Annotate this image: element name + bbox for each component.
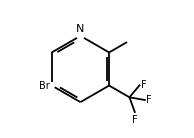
Text: F: F bbox=[141, 80, 146, 90]
Text: F: F bbox=[132, 115, 138, 124]
Text: Br: Br bbox=[39, 81, 50, 91]
Text: N: N bbox=[76, 25, 85, 34]
Text: F: F bbox=[146, 95, 152, 105]
